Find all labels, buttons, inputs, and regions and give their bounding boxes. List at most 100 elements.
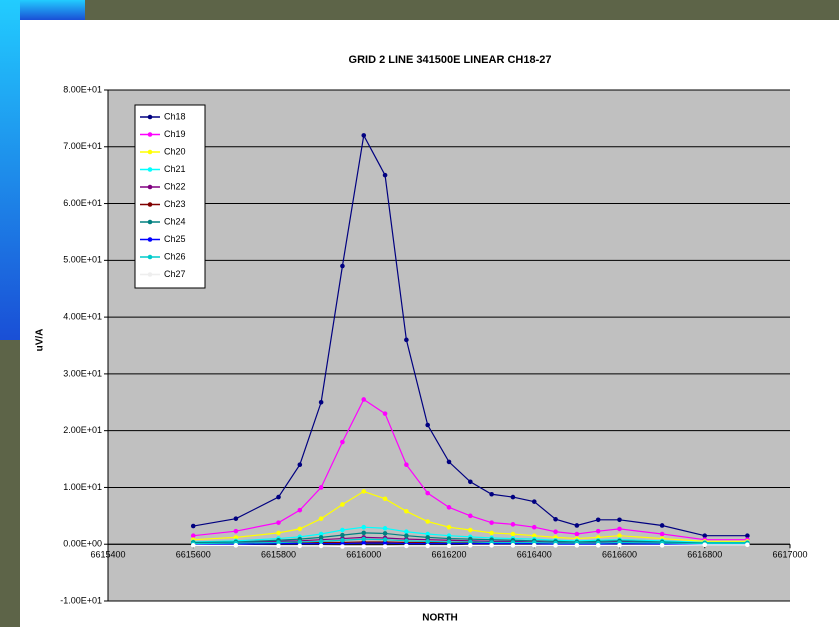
series-line xyxy=(193,398,748,541)
point-marker xyxy=(617,517,622,523)
point-marker xyxy=(531,533,537,539)
x-tick-label: 6616400 xyxy=(517,550,552,560)
point-marker xyxy=(595,543,601,548)
point-marker xyxy=(659,531,665,537)
point-marker xyxy=(510,543,516,548)
series-line xyxy=(193,133,748,537)
point-marker xyxy=(318,543,324,549)
point-marker xyxy=(276,530,281,536)
point-marker xyxy=(318,516,324,521)
legend-marker xyxy=(147,167,153,172)
point-marker xyxy=(595,528,601,534)
point-marker xyxy=(382,540,388,546)
point-marker xyxy=(659,523,665,528)
point-marker xyxy=(382,411,388,416)
point-marker xyxy=(382,544,388,549)
point-marker xyxy=(425,531,430,537)
point-marker xyxy=(425,490,430,496)
point-marker xyxy=(382,172,388,178)
x-tick-label: 6615400 xyxy=(90,550,125,560)
x-tick-label: 6615800 xyxy=(261,550,296,560)
point-marker xyxy=(318,399,324,405)
legend-marker xyxy=(147,254,153,260)
point-marker xyxy=(531,499,537,504)
point-marker xyxy=(297,526,303,532)
legend-label: Ch23 xyxy=(164,199,186,209)
point-marker xyxy=(510,522,516,527)
series-line xyxy=(193,544,748,548)
point-marker xyxy=(318,531,324,537)
point-marker xyxy=(361,397,367,402)
legend-label: Ch22 xyxy=(164,181,186,191)
point-marker xyxy=(233,528,239,534)
legend-marker xyxy=(147,132,153,137)
y-tick-label: 2.00E+01 xyxy=(63,425,102,435)
point-marker xyxy=(361,536,367,542)
slide-accent xyxy=(0,0,20,340)
point-marker xyxy=(340,263,345,269)
point-marker xyxy=(297,543,303,549)
x-tick-label: 6616800 xyxy=(687,550,722,560)
x-tick-label: 6615600 xyxy=(176,550,211,560)
legend-marker xyxy=(147,272,153,277)
x-tick-label: 6616000 xyxy=(346,550,381,560)
point-marker xyxy=(617,533,622,539)
point-marker xyxy=(425,535,430,540)
point-marker xyxy=(745,542,750,548)
plot-area xyxy=(108,90,790,601)
point-marker xyxy=(190,533,196,539)
x-tick-label: 6616600 xyxy=(602,550,637,560)
point-marker xyxy=(404,533,409,539)
legend-label: Ch18 xyxy=(164,111,186,121)
point-marker xyxy=(446,536,452,541)
point-marker xyxy=(404,543,409,549)
legend-label: Ch24 xyxy=(164,216,186,226)
point-marker xyxy=(297,539,303,545)
legend-marker xyxy=(147,114,153,120)
slide-accent xyxy=(20,0,85,20)
point-marker xyxy=(446,524,452,530)
legend-label: Ch26 xyxy=(164,251,186,261)
legend-label: Ch27 xyxy=(164,269,186,279)
y-tick-label: 1.00E+01 xyxy=(63,482,102,492)
point-marker xyxy=(702,542,708,548)
y-tick-label: 7.00E+01 xyxy=(63,141,102,151)
point-marker xyxy=(553,529,558,535)
point-marker xyxy=(276,494,281,500)
x-axis-label: NORTH xyxy=(422,613,458,624)
legend-marker xyxy=(147,237,153,242)
point-marker xyxy=(382,496,388,502)
point-marker xyxy=(510,494,516,500)
y-axis-label: uV/A xyxy=(35,329,46,352)
point-marker xyxy=(595,517,601,523)
point-marker xyxy=(404,529,409,535)
point-marker xyxy=(468,543,473,548)
point-marker xyxy=(340,544,345,549)
point-marker xyxy=(531,543,537,548)
point-marker xyxy=(276,540,281,545)
point-marker xyxy=(468,479,473,485)
point-marker xyxy=(404,508,409,514)
point-marker xyxy=(340,502,345,507)
point-marker xyxy=(617,543,622,548)
point-marker xyxy=(340,532,345,538)
series-line xyxy=(193,532,748,544)
point-marker xyxy=(446,459,452,465)
point-marker xyxy=(297,507,303,513)
point-marker xyxy=(318,535,324,540)
point-marker xyxy=(659,543,665,548)
series-line xyxy=(193,490,748,542)
point-marker xyxy=(468,527,473,533)
point-marker xyxy=(361,489,367,494)
y-tick-label: 6.00E+01 xyxy=(63,198,102,208)
point-marker xyxy=(404,462,409,468)
point-marker xyxy=(702,533,708,539)
y-tick-label: 0.00E+00 xyxy=(63,539,102,549)
point-marker xyxy=(553,543,558,548)
point-marker xyxy=(233,535,239,540)
legend-label: Ch25 xyxy=(164,234,186,244)
point-marker xyxy=(489,530,494,536)
legend-marker xyxy=(147,202,153,207)
point-marker xyxy=(382,531,388,536)
